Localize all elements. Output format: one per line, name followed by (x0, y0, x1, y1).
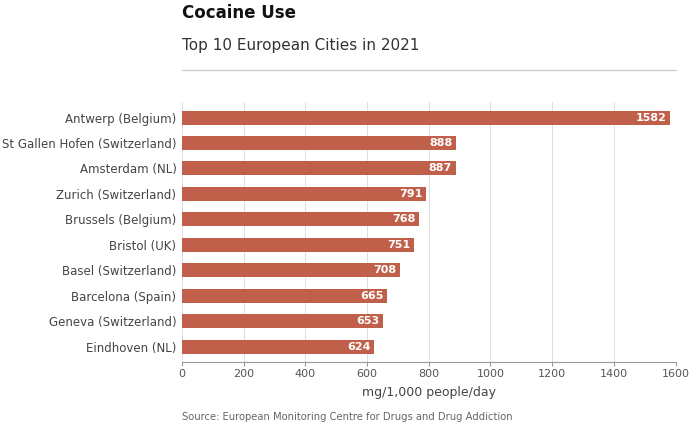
Text: 768: 768 (392, 214, 415, 225)
X-axis label: mg/1,000 people/day: mg/1,000 people/day (362, 386, 496, 399)
Bar (182, 340, 374, 354)
Bar (182, 314, 384, 328)
Bar (182, 263, 400, 277)
Bar (182, 161, 456, 176)
Text: 791: 791 (399, 189, 422, 199)
Bar (182, 187, 426, 201)
Bar (182, 136, 456, 150)
Bar (182, 213, 419, 227)
Text: 653: 653 (356, 317, 379, 326)
Text: 1582: 1582 (636, 112, 666, 123)
Text: Top 10 European Cities in 2021: Top 10 European Cities in 2021 (182, 38, 419, 53)
Text: Cocaine Use: Cocaine Use (182, 4, 296, 22)
Bar (182, 238, 414, 252)
Text: 665: 665 (360, 291, 384, 301)
Text: Source: European Monitoring Centre for Drugs and Drug Addiction: Source: European Monitoring Centre for D… (182, 412, 512, 422)
Bar (182, 110, 670, 124)
Text: 888: 888 (429, 138, 452, 148)
Text: 751: 751 (387, 240, 410, 250)
Text: 708: 708 (374, 265, 397, 275)
Text: 624: 624 (347, 342, 371, 352)
Bar (182, 289, 387, 303)
Text: 887: 887 (428, 164, 452, 173)
